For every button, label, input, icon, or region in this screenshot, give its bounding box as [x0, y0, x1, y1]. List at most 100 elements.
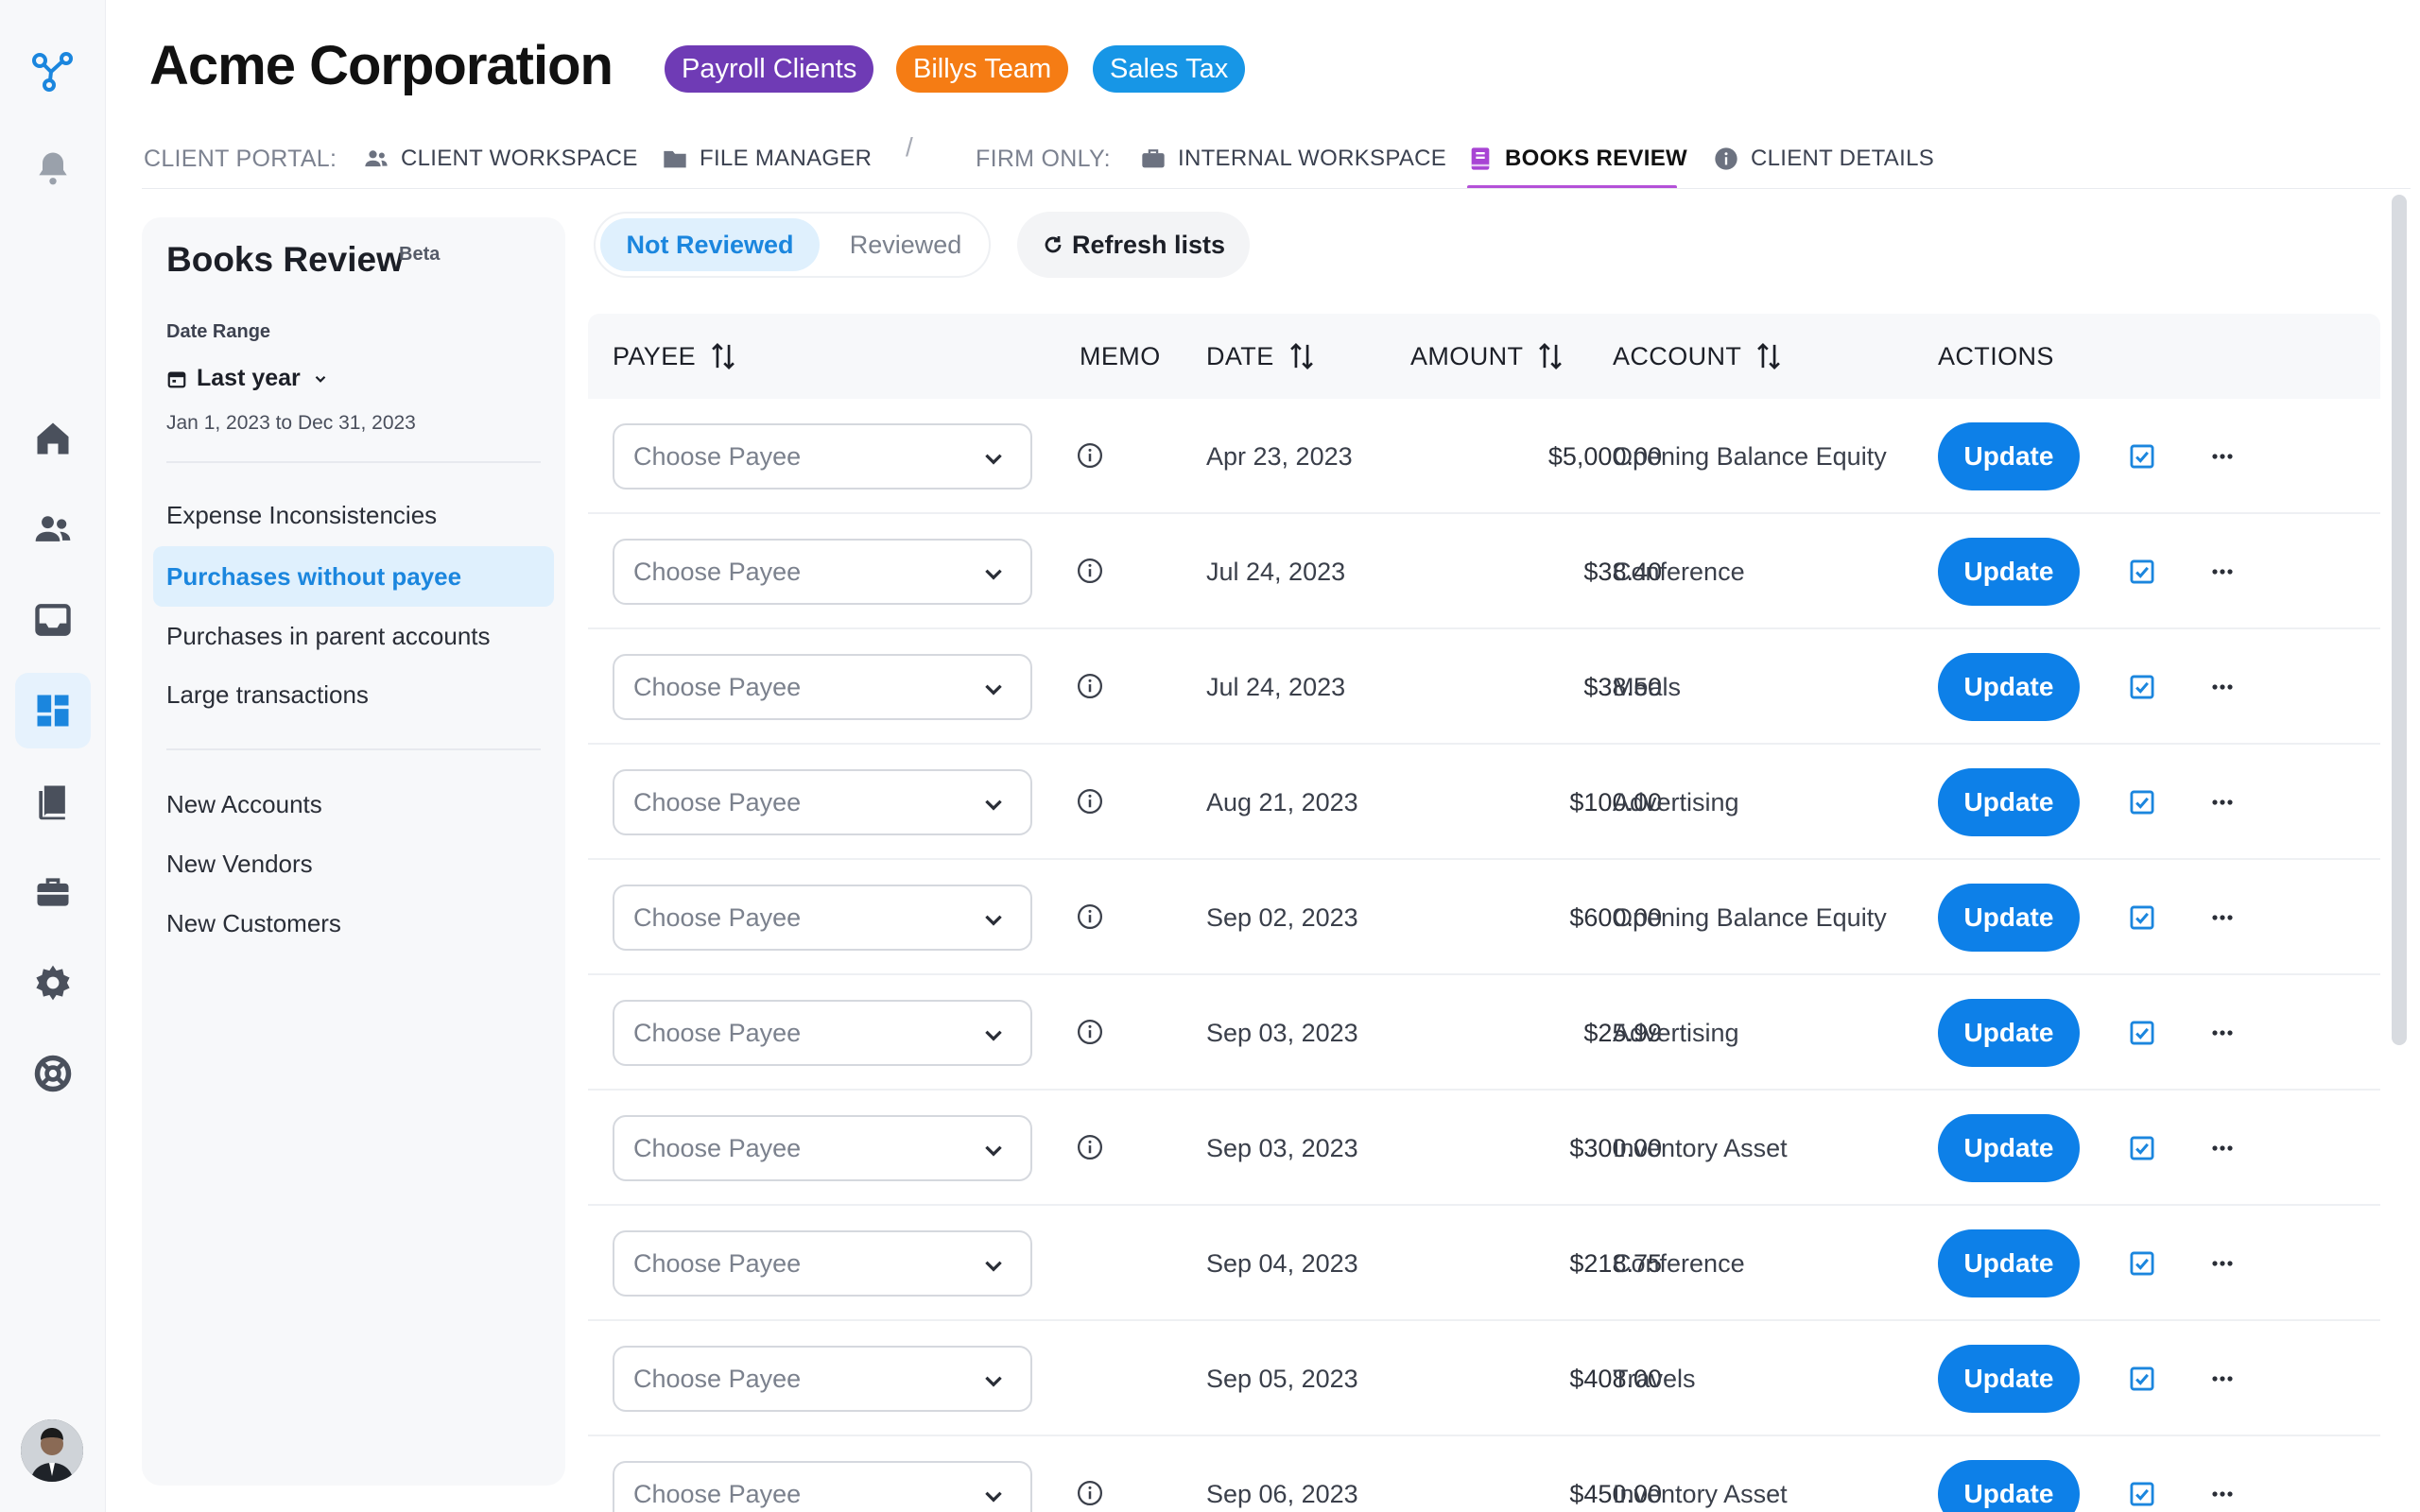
update-button[interactable]: Update [1938, 1114, 2080, 1182]
inbox-icon[interactable] [15, 582, 91, 658]
account-cell: Conference [1613, 557, 1745, 586]
header-divider [142, 188, 2411, 189]
column-account[interactable]: ACCOUNT [1613, 314, 1783, 399]
more-options-icon[interactable] [2208, 1481, 2237, 1507]
date-cell: Aug 21, 2023 [1206, 787, 1358, 816]
mark-reviewed-checkbox-icon[interactable] [2129, 674, 2155, 700]
info-icon[interactable] [1076, 1133, 1104, 1161]
more-options-icon[interactable] [2208, 674, 2237, 700]
table-row: Choose Payee Sep 03, 2023 $300.00 Inventory… [588, 1091, 2380, 1206]
info-icon[interactable] [1076, 672, 1104, 700]
more-options-icon[interactable] [2208, 1366, 2237, 1392]
update-button[interactable]: Update [1938, 653, 2080, 721]
calendar-icon [167, 370, 186, 387]
column-date[interactable]: DATE [1206, 314, 1316, 399]
link-expense-inconsistencies[interactable]: Expense Inconsistencies [166, 501, 438, 529]
home-icon[interactable] [15, 401, 91, 476]
mark-reviewed-checkbox-icon[interactable] [2129, 1250, 2155, 1277]
more-options-icon[interactable] [2208, 904, 2237, 931]
info-icon[interactable] [1076, 902, 1104, 931]
more-options-icon[interactable] [2208, 789, 2237, 816]
update-button[interactable]: Update [1938, 422, 2080, 490]
link-new-accounts[interactable]: New Accounts [166, 790, 322, 818]
info-icon[interactable] [1076, 1479, 1104, 1507]
tag-sales-tax[interactable]: Sales Tax [1093, 45, 1246, 93]
link-new-vendors[interactable]: New Vendors [166, 850, 313, 878]
payee-select[interactable]: Choose Payee [613, 1000, 1032, 1066]
more-options-icon[interactable] [2208, 443, 2237, 470]
not-reviewed-tab[interactable]: Not Reviewed [600, 218, 820, 271]
date-cell: Jul 24, 2023 [1206, 672, 1346, 701]
users-icon[interactable] [15, 491, 91, 567]
more-options-icon[interactable] [2208, 558, 2237, 585]
mark-reviewed-checkbox-icon[interactable] [2129, 904, 2155, 931]
more-options-icon[interactable] [2208, 1020, 2237, 1046]
update-button[interactable]: Update [1938, 1229, 2080, 1297]
update-button[interactable]: Update [1938, 999, 2080, 1067]
update-button[interactable]: Update [1938, 538, 2080, 606]
chevron-down-icon [985, 1145, 1002, 1157]
gear-icon[interactable] [15, 945, 91, 1021]
payee-select[interactable]: Choose Payee [613, 1230, 1032, 1297]
bell-icon[interactable] [15, 130, 91, 206]
payee-select[interactable]: Choose Payee [613, 654, 1032, 720]
tab-internal-workspace[interactable]: INTERNAL WORKSPACE [1140, 130, 1446, 187]
refresh-lists-button[interactable]: Refresh lists [1017, 212, 1250, 278]
more-options-icon[interactable] [2208, 1250, 2237, 1277]
payee-select[interactable]: Choose Payee [613, 885, 1032, 951]
payee-select[interactable]: Choose Payee [613, 539, 1032, 605]
table-row: Choose Payee Jul 24, 2023 $38.40 Conference… [588, 514, 2380, 629]
tab-client-workspace[interactable]: CLIENT WORKSPACE [363, 130, 638, 187]
briefcase-icon[interactable] [15, 854, 91, 930]
mark-reviewed-checkbox-icon[interactable] [2129, 1481, 2155, 1507]
mark-reviewed-checkbox-icon[interactable] [2129, 1020, 2155, 1046]
mark-reviewed-checkbox-icon[interactable] [2129, 789, 2155, 816]
table-row: Choose Payee Sep 06, 2023 $450.00 Inventory… [588, 1436, 2380, 1512]
panel-divider [166, 461, 541, 463]
info-icon[interactable] [1076, 787, 1104, 816]
tag-payroll-clients[interactable]: Payroll Clients [665, 45, 874, 93]
update-button[interactable]: Update [1938, 768, 2080, 836]
update-button[interactable]: Update [1938, 1345, 2080, 1413]
more-options-icon[interactable] [2208, 1135, 2237, 1161]
books-icon[interactable] [15, 764, 91, 839]
mark-reviewed-checkbox-icon[interactable] [2129, 1366, 2155, 1392]
scrollbar[interactable] [2392, 195, 2407, 1045]
link-purchases-without-payee[interactable]: Purchases without payee [153, 546, 554, 607]
link-purchases-in-parent-accounts[interactable]: Purchases in parent accounts [166, 622, 491, 650]
support-icon[interactable] [15, 1036, 91, 1111]
update-button[interactable]: Update [1938, 884, 2080, 952]
tag-billys-team[interactable]: Billys Team [896, 45, 1069, 93]
mark-reviewed-checkbox-icon[interactable] [2129, 443, 2155, 470]
info-icon[interactable] [1076, 557, 1104, 585]
reviewed-tab[interactable]: Reviewed [849, 230, 962, 259]
info-icon[interactable] [1076, 441, 1104, 470]
table-header: PAYEE MEMO DATE AMOUNT ACCOUNT ACTIONS [588, 314, 2380, 399]
payee-select[interactable]: Choose Payee [613, 1115, 1032, 1181]
payee-select[interactable]: Choose Payee [613, 769, 1032, 835]
update-button[interactable]: Update [1938, 1460, 2080, 1512]
avatar[interactable] [21, 1419, 83, 1482]
payee-select[interactable]: Choose Payee [613, 423, 1032, 490]
payee-select[interactable]: Choose Payee [613, 1346, 1032, 1412]
chevron-down-icon [985, 799, 1002, 811]
link-new-customers[interactable]: New Customers [166, 909, 341, 937]
mark-reviewed-checkbox-icon[interactable] [2129, 1135, 2155, 1161]
tab-client-details[interactable]: CLIENT DETAILS [1713, 130, 1934, 187]
payee-select[interactable]: Choose Payee [613, 1461, 1032, 1512]
tab-file-manager[interactable]: FILE MANAGER [662, 130, 872, 187]
column-payee[interactable]: PAYEE [613, 314, 737, 399]
date-range-select[interactable]: Last year [166, 365, 329, 392]
tab-books-review[interactable]: BOOKS REVIEW [1467, 130, 1687, 187]
mark-reviewed-checkbox-icon[interactable] [2129, 558, 2155, 585]
info-icon[interactable] [1076, 1018, 1104, 1046]
column-amount[interactable]: AMOUNT [1410, 314, 1564, 399]
payee-select-placeholder: Choose Payee [633, 1133, 802, 1162]
chevron-down-icon [985, 454, 1002, 465]
payee-select-placeholder: Choose Payee [633, 672, 802, 701]
panel-title: Books Review [166, 240, 404, 279]
panel-divider [166, 748, 541, 750]
dashboard-icon[interactable] [15, 673, 91, 748]
brand-logo-icon[interactable] [15, 34, 91, 110]
link-large-transactions[interactable]: Large transactions [166, 680, 369, 709]
